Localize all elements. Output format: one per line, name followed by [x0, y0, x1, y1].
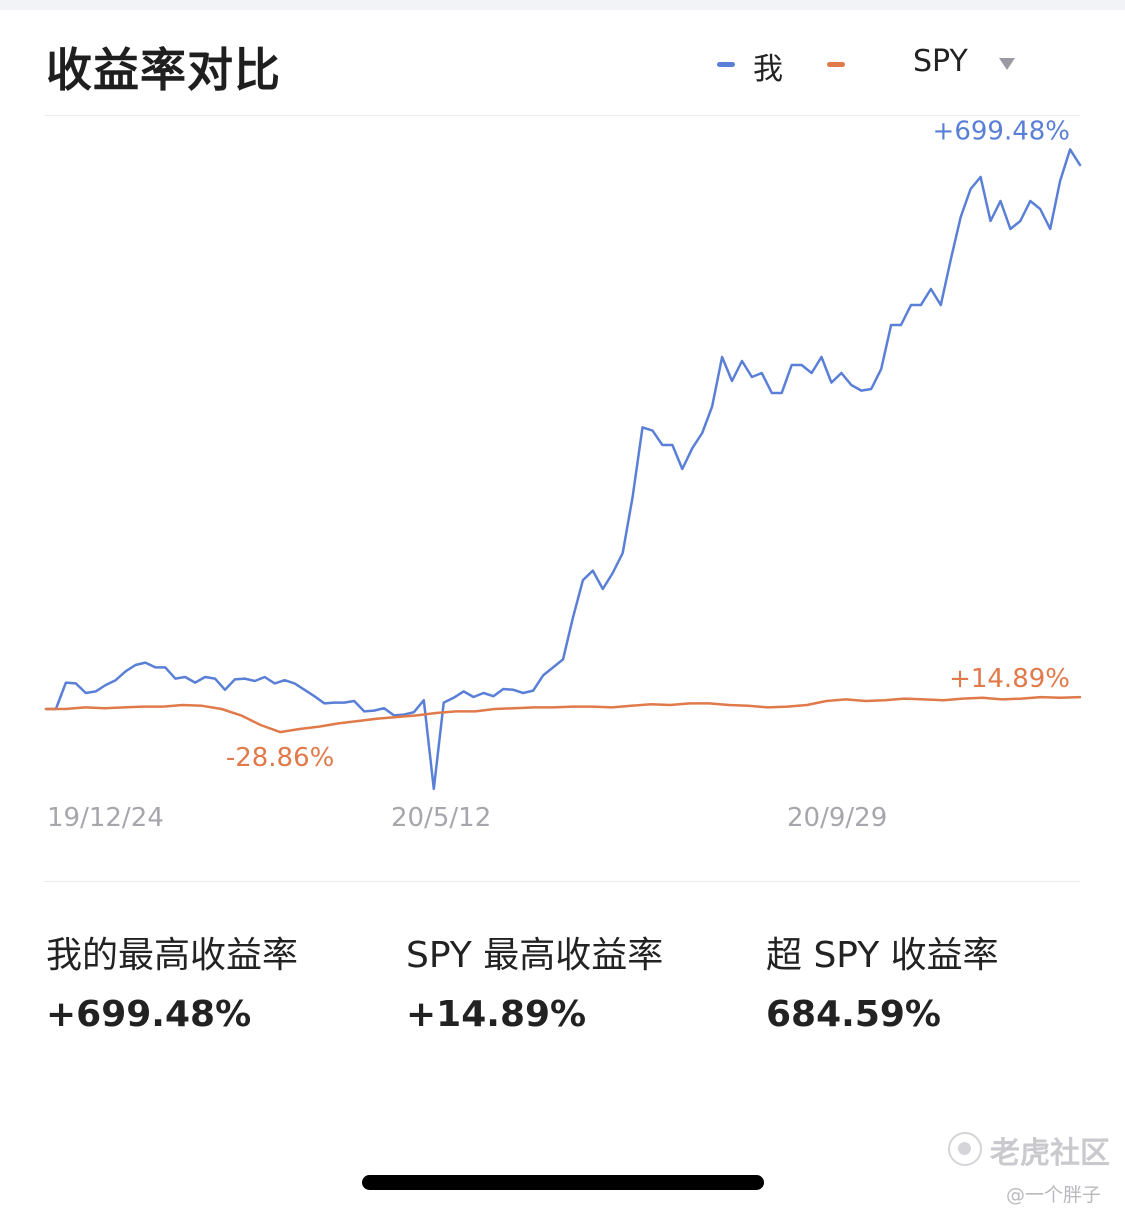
x-tick-label: 20/5/12	[391, 803, 492, 833]
chart-divider	[44, 881, 1080, 882]
legend-me-swatch	[717, 62, 735, 67]
header-divider	[44, 115, 1080, 116]
my-max-return-value: +699.48%	[46, 994, 252, 1035]
spy-max-return-label: SPY 最高收益率	[406, 935, 664, 976]
data-label: +14.89%	[949, 664, 1070, 694]
page-title: 收益率对比	[46, 43, 281, 97]
data-label: -28.86%	[226, 743, 335, 773]
series-line-me	[44, 148, 1082, 791]
watermark-user: @一个胖子	[1006, 1184, 1102, 1206]
series-line-spy	[44, 695, 1082, 734]
top-strip	[0, 0, 1125, 10]
home-indicator[interactable]	[362, 1175, 764, 1190]
excess-return-label: 超 SPY 收益率	[766, 935, 999, 976]
my-max-return-label: 我的最高收益率	[46, 935, 299, 976]
x-tick-label: 19/12/24	[47, 803, 164, 833]
spy-max-return-value: +14.89%	[406, 994, 587, 1035]
legend-spy-swatch	[827, 62, 845, 67]
excess-return-value: 684.59%	[766, 994, 941, 1035]
legend-me-label: 我	[753, 52, 783, 87]
return-chart: +699.48%-99.83%+14.89%-28.86%	[44, 117, 1082, 791]
chevron-down-icon[interactable]	[999, 58, 1015, 70]
benchmark-selector[interactable]: SPY	[913, 44, 968, 79]
watermark-brand: 老虎社区	[990, 1136, 1110, 1171]
x-tick-label: 20/9/29	[787, 803, 888, 833]
data-label: +699.48%	[933, 117, 1070, 146]
tiger-logo-icon	[948, 1132, 982, 1166]
